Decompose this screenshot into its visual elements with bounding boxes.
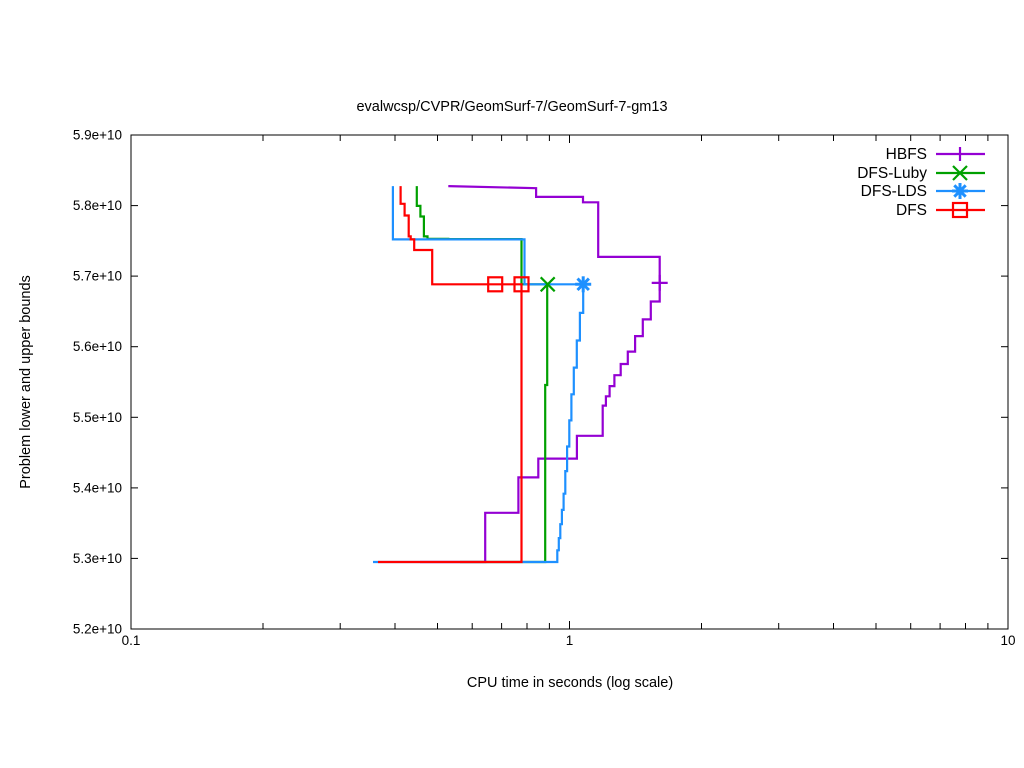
svg-text:10: 10 <box>1000 633 1015 648</box>
svg-text:DFS: DFS <box>896 202 927 219</box>
svg-text:5.5e+10: 5.5e+10 <box>73 410 122 425</box>
svg-text:CPU time in seconds (log scale: CPU time in seconds (log scale) <box>467 675 673 691</box>
svg-text:DFS-LDS: DFS-LDS <box>861 183 927 200</box>
svg-text:0.1: 0.1 <box>122 633 141 648</box>
svg-text:HBFS: HBFS <box>886 146 927 163</box>
svg-text:5.4e+10: 5.4e+10 <box>73 480 122 495</box>
svg-text:evalwcsp/CVPR/GeomSurf-7/GeomS: evalwcsp/CVPR/GeomSurf-7/GeomSurf-7-gm13 <box>356 99 667 115</box>
svg-text:5.9e+10: 5.9e+10 <box>73 128 122 143</box>
svg-text:5.6e+10: 5.6e+10 <box>73 339 122 354</box>
svg-text:Problem lower and upper bounds: Problem lower and upper bounds <box>18 275 34 489</box>
svg-text:DFS-Luby: DFS-Luby <box>857 165 927 182</box>
svg-text:5.3e+10: 5.3e+10 <box>73 551 122 566</box>
svg-text:5.2e+10: 5.2e+10 <box>73 622 122 637</box>
svg-text:1: 1 <box>566 633 574 648</box>
svg-text:5.8e+10: 5.8e+10 <box>73 198 122 213</box>
svg-text:5.7e+10: 5.7e+10 <box>73 269 122 284</box>
